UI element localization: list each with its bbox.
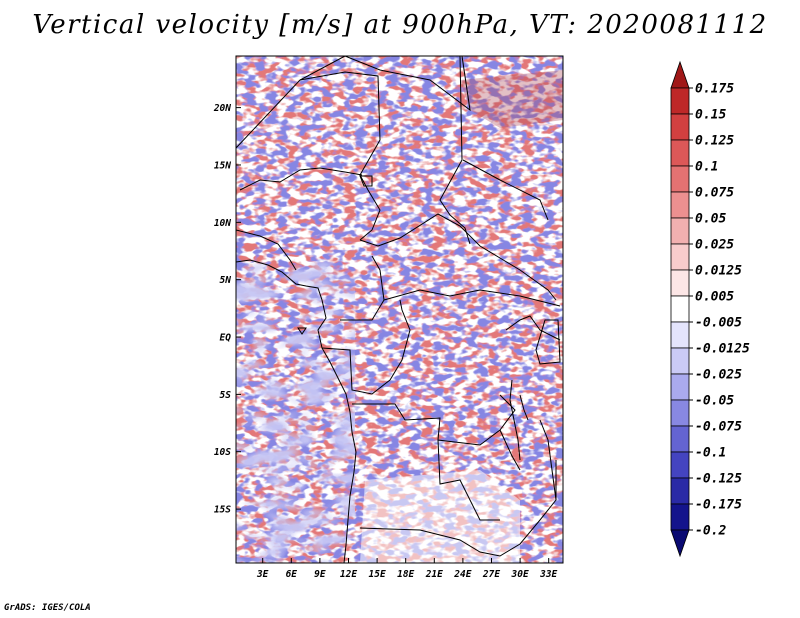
latitude-label: EQ bbox=[220, 333, 232, 344]
colorbar-label: 0.005 bbox=[695, 290, 734, 305]
colorbar-label: 0.1 bbox=[695, 160, 718, 175]
colorbar-label: 0.05 bbox=[695, 212, 726, 227]
colorbar-label: -0.075 bbox=[695, 420, 742, 435]
latitude-label: 10N bbox=[214, 218, 231, 229]
colorbar-swatch bbox=[670, 529, 690, 558]
colorbar-swatch bbox=[670, 191, 690, 219]
colorbar-swatch bbox=[670, 347, 690, 375]
latitude-label: 10S bbox=[214, 447, 231, 458]
colorbar-label: -0.05 bbox=[695, 394, 734, 409]
colorbar-label: 0.075 bbox=[695, 186, 734, 201]
footer-credit: GrADS: IGES/COLA bbox=[4, 603, 91, 613]
latitude-axis: 20N 15N 10N 5N EQ 5S 10S 15S bbox=[213, 103, 241, 516]
longitude-label: 30E bbox=[511, 569, 529, 580]
colorbar-swatch bbox=[670, 321, 690, 349]
latitude-label: 5N bbox=[220, 275, 232, 286]
colorbar-swatch bbox=[670, 477, 690, 505]
longitude-label: 12E bbox=[340, 569, 357, 580]
colorbar-swatch bbox=[670, 87, 690, 115]
longitude-label: 18E bbox=[397, 569, 414, 580]
longitude-label: 9E bbox=[314, 569, 326, 580]
colorbar-swatch bbox=[670, 295, 690, 323]
colorbar-label: -0.1 bbox=[695, 446, 726, 461]
country-borders bbox=[236, 56, 561, 563]
longitude-label: 24E bbox=[453, 569, 471, 580]
colorbar-swatch bbox=[670, 243, 690, 271]
colorbar-swatch bbox=[670, 60, 690, 89]
chart-title: Vertical velocity [m/s] at 900hPa, VT: 2… bbox=[32, 10, 768, 40]
longitude-label: 6E bbox=[286, 569, 298, 580]
colorbar-swatch bbox=[670, 373, 690, 401]
longitude-label: 33E bbox=[539, 569, 557, 580]
colorbar-label: 0.0125 bbox=[695, 264, 742, 279]
latitude-label: 20N bbox=[213, 103, 231, 114]
plot-frame bbox=[235, 55, 564, 564]
colorbar-label: -0.0125 bbox=[695, 342, 750, 357]
colorbar-label: 0.175 bbox=[695, 82, 734, 97]
latitude-label: 15S bbox=[214, 505, 231, 516]
colorbar-swatch bbox=[670, 425, 690, 453]
colorbar-swatch bbox=[670, 399, 690, 427]
colorbar-swatch bbox=[670, 217, 690, 245]
longitude-axis: 3E 6E 9E 12E 15E 18E 21E 24E 27E 30E 33E bbox=[256, 558, 558, 580]
latitude-label: 15N bbox=[214, 160, 231, 171]
longitude-label: 21E bbox=[425, 569, 443, 580]
colorbar-label: 0.15 bbox=[695, 108, 726, 123]
colorbar-swatch bbox=[670, 451, 690, 479]
colorbar-label: 0.125 bbox=[695, 134, 734, 149]
colorbar-swatch bbox=[670, 503, 690, 531]
colorbar-label: -0.125 bbox=[695, 472, 742, 487]
velocity-field bbox=[236, 56, 563, 563]
colorbar-label: -0.175 bbox=[695, 498, 742, 513]
colorbar-label: -0.2 bbox=[695, 524, 726, 539]
colorbar: 0.175 0.15 0.125 0.1 0.075 0.05 0.025 0.0125 0.0… bbox=[670, 60, 750, 558]
colorbar-label: -0.005 bbox=[695, 316, 742, 331]
colorbar-swatch bbox=[670, 165, 690, 193]
colorbar-swatch bbox=[670, 269, 690, 297]
longitude-label: 3E bbox=[256, 569, 269, 580]
longitude-label: 27E bbox=[482, 569, 500, 580]
colorbar-label: -0.025 bbox=[695, 368, 742, 383]
colorbar-swatch bbox=[670, 139, 690, 167]
latitude-label: 5S bbox=[220, 390, 232, 401]
longitude-label: 15E bbox=[369, 569, 386, 580]
colorbar-swatch bbox=[670, 113, 690, 141]
colorbar-label: 0.025 bbox=[695, 238, 734, 253]
